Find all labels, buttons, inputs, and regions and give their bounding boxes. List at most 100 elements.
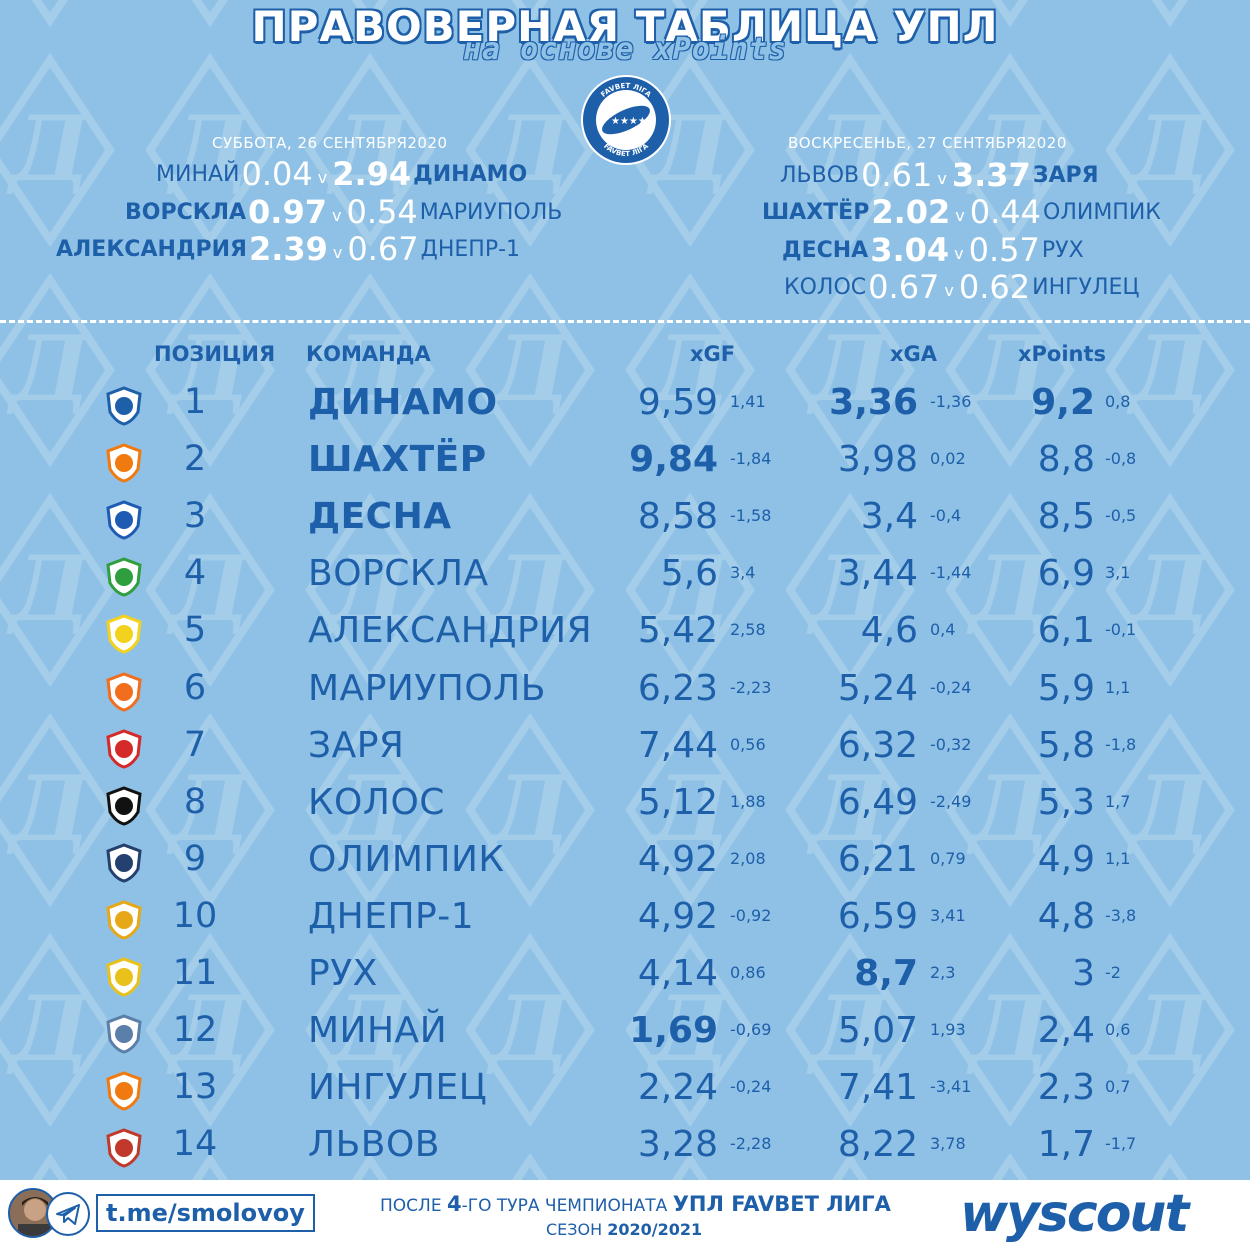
saturday-date: СУББОТА, 26 СЕНТЯБРЯ2020 (212, 134, 448, 152)
desna-icon (106, 500, 142, 540)
xga-diff: -3,41 (930, 1077, 972, 1097)
wyscout-logo: wyscout (960, 1184, 1189, 1244)
xpoints-value: 8,5 (1037, 496, 1095, 538)
match-row: КОЛОС 0.67 v 0.62 ИНГУЛЕЦ (784, 268, 1140, 306)
team-name: ДИНАМО (308, 382, 498, 423)
xga-diff: -1,44 (930, 563, 972, 583)
xga-diff: -0,32 (930, 734, 972, 754)
team-name: РУХ (308, 953, 378, 994)
table-row: 7 ЗАРЯ 7,44 0,56 6,32 -0,32 5,8 -1,8 (0, 721, 1250, 778)
xga-diff: -0,24 (930, 677, 972, 697)
home-team: КОЛОС (784, 274, 867, 300)
xga-diff: 1,93 (930, 1020, 966, 1040)
table-row: 12 МИНАЙ 1,69 -0,69 5,07 1,93 2,4 0,6 (0, 1006, 1250, 1063)
shakhtar-icon (106, 443, 142, 483)
table-row: 5 АЛЕКСАНДРИЯ 5,42 2,58 4,6 0,4 6,1 -0,1 (0, 606, 1250, 663)
away-xg: 0.57 (968, 231, 1040, 269)
xpoints-diff: 0,6 (1105, 1020, 1131, 1040)
xga-value: 3,4 (860, 496, 918, 538)
xgf-value: 9,59 (637, 382, 718, 423)
team-name: АЛЕКСАНДРИЯ (308, 610, 593, 652)
telegram-icon[interactable] (46, 1192, 90, 1236)
xgf-diff: -2,23 (730, 677, 772, 697)
position-number: 12 (172, 1010, 218, 1051)
table-row: 1 ДИНАМО 9,59 1,41 3,36 -1,36 9,2 0,8 (0, 378, 1250, 435)
match-row: ШАХТЁР 2.02 v 0.44 ОЛИМПИК (762, 193, 1161, 231)
home-xg: 2.02 (871, 193, 951, 231)
team-name: ЛЬВОВ (308, 1124, 440, 1166)
xga-diff: 3,78 (930, 1134, 966, 1154)
xgf-value: 5,42 (637, 610, 718, 652)
footer-caption-line2: СЕЗОН 2020/2021 (546, 1220, 703, 1239)
xgf-value: 4,14 (637, 953, 718, 994)
xgf-value: 1,69 (629, 1010, 718, 1052)
home-team: АЛЕКСАНДРИЯ (56, 236, 247, 262)
away-team: ДНЕПР-1 (420, 236, 521, 262)
xpoints-value: 5,8 (1037, 724, 1095, 766)
xga-value: 6,49 (837, 781, 918, 823)
xgf-diff: -0,92 (730, 905, 772, 925)
team-name: ШАХТЁР (308, 439, 487, 481)
xga-value: 3,36 (829, 382, 918, 423)
xpoints-diff: 3,1 (1105, 563, 1131, 583)
xgf-value: 6,23 (637, 667, 718, 709)
column-header-position: ПОЗИЦИЯ (154, 342, 276, 366)
xgf-diff: 3,4 (730, 563, 756, 583)
xpoints-diff: 0,8 (1105, 392, 1131, 411)
dynamo-icon (106, 386, 142, 426)
vorskla-icon (106, 557, 142, 597)
position-number: 13 (172, 1067, 218, 1108)
olimpik-icon (106, 843, 142, 883)
team-name: ЗАРЯ (308, 724, 405, 766)
xga-value: 8,22 (837, 1124, 918, 1166)
mynai-icon (106, 1014, 142, 1054)
home-xg: 2.39 (248, 230, 328, 268)
table-row: 11 РУХ 4,14 0,86 8,7 2,3 3 -2 (0, 949, 1250, 1006)
home-team: ВОРСКЛА (125, 199, 247, 225)
xgf-diff: 1,88 (730, 791, 766, 811)
away-xg: 0.44 (969, 193, 1041, 231)
xpoints-diff: -1,7 (1105, 1134, 1137, 1154)
telegram-link[interactable]: t.me/smolovoy (96, 1194, 315, 1232)
position-number: 2 (183, 439, 207, 480)
lviv-icon (106, 1128, 142, 1168)
match-row: МИНАЙ 0.04 v 2.94 ДИНАМО (156, 155, 527, 193)
xpoints-value: 8,8 (1037, 439, 1095, 481)
sunday-date: ВОСКРЕСЕНЬЕ, 27 СЕНТЯБРЯ2020 (788, 134, 1067, 152)
away-xg: 0.54 (346, 193, 418, 231)
xpoints-value: 3 (1072, 953, 1095, 994)
xga-diff: 0,4 (930, 620, 956, 640)
versus-label: v (332, 242, 343, 262)
position-number: 4 (183, 553, 207, 594)
xga-value: 4,6 (860, 610, 918, 652)
xgf-diff: 2,08 (730, 848, 766, 868)
team-name: ИНГУЛЕЦ (308, 1067, 488, 1109)
kolos-icon (106, 786, 142, 826)
xga-value: 6,21 (837, 838, 918, 880)
xpoints-diff: 1,1 (1105, 677, 1131, 697)
position-number: 11 (172, 953, 218, 993)
xpoints-value: 2,3 (1037, 1067, 1095, 1109)
oleksandriya-icon (106, 614, 142, 654)
away-team: ИНГУЛЕЦ (1032, 274, 1140, 300)
home-xg: 0.04 (241, 155, 313, 193)
match-row: ДЕСНА 3.04 v 0.57 РУХ (782, 231, 1084, 269)
xpoints-value: 6,9 (1037, 553, 1095, 595)
xgf-diff: -1,58 (730, 506, 772, 526)
position-number: 14 (172, 1124, 218, 1165)
home-xg: 0.61 (861, 156, 933, 194)
position-number: 10 (172, 895, 218, 936)
away-team: ЗАРЯ (1032, 162, 1099, 188)
xpoints-value: 9,2 (1031, 382, 1095, 423)
xgf-value: 4,92 (637, 838, 718, 880)
xpoints-diff: -3,8 (1105, 905, 1137, 925)
xpoints-value: 4,9 (1037, 838, 1095, 880)
xpoints-diff: -0,1 (1105, 620, 1137, 640)
home-team: ДЕСНА (782, 237, 869, 263)
table-row: 2 ШАХТЁР 9,84 -1,84 3,98 0,02 8,8 -0,8 (0, 435, 1250, 492)
xga-diff: 2,3 (930, 963, 956, 982)
xgf-value: 5,12 (637, 781, 718, 823)
table-row: 6 МАРИУПОЛЬ 6,23 -2,23 5,24 -0,24 5,9 1,1 (0, 664, 1250, 721)
column-header-team: КОМАНДА (306, 342, 431, 366)
column-header-xga: xGA (890, 342, 938, 366)
